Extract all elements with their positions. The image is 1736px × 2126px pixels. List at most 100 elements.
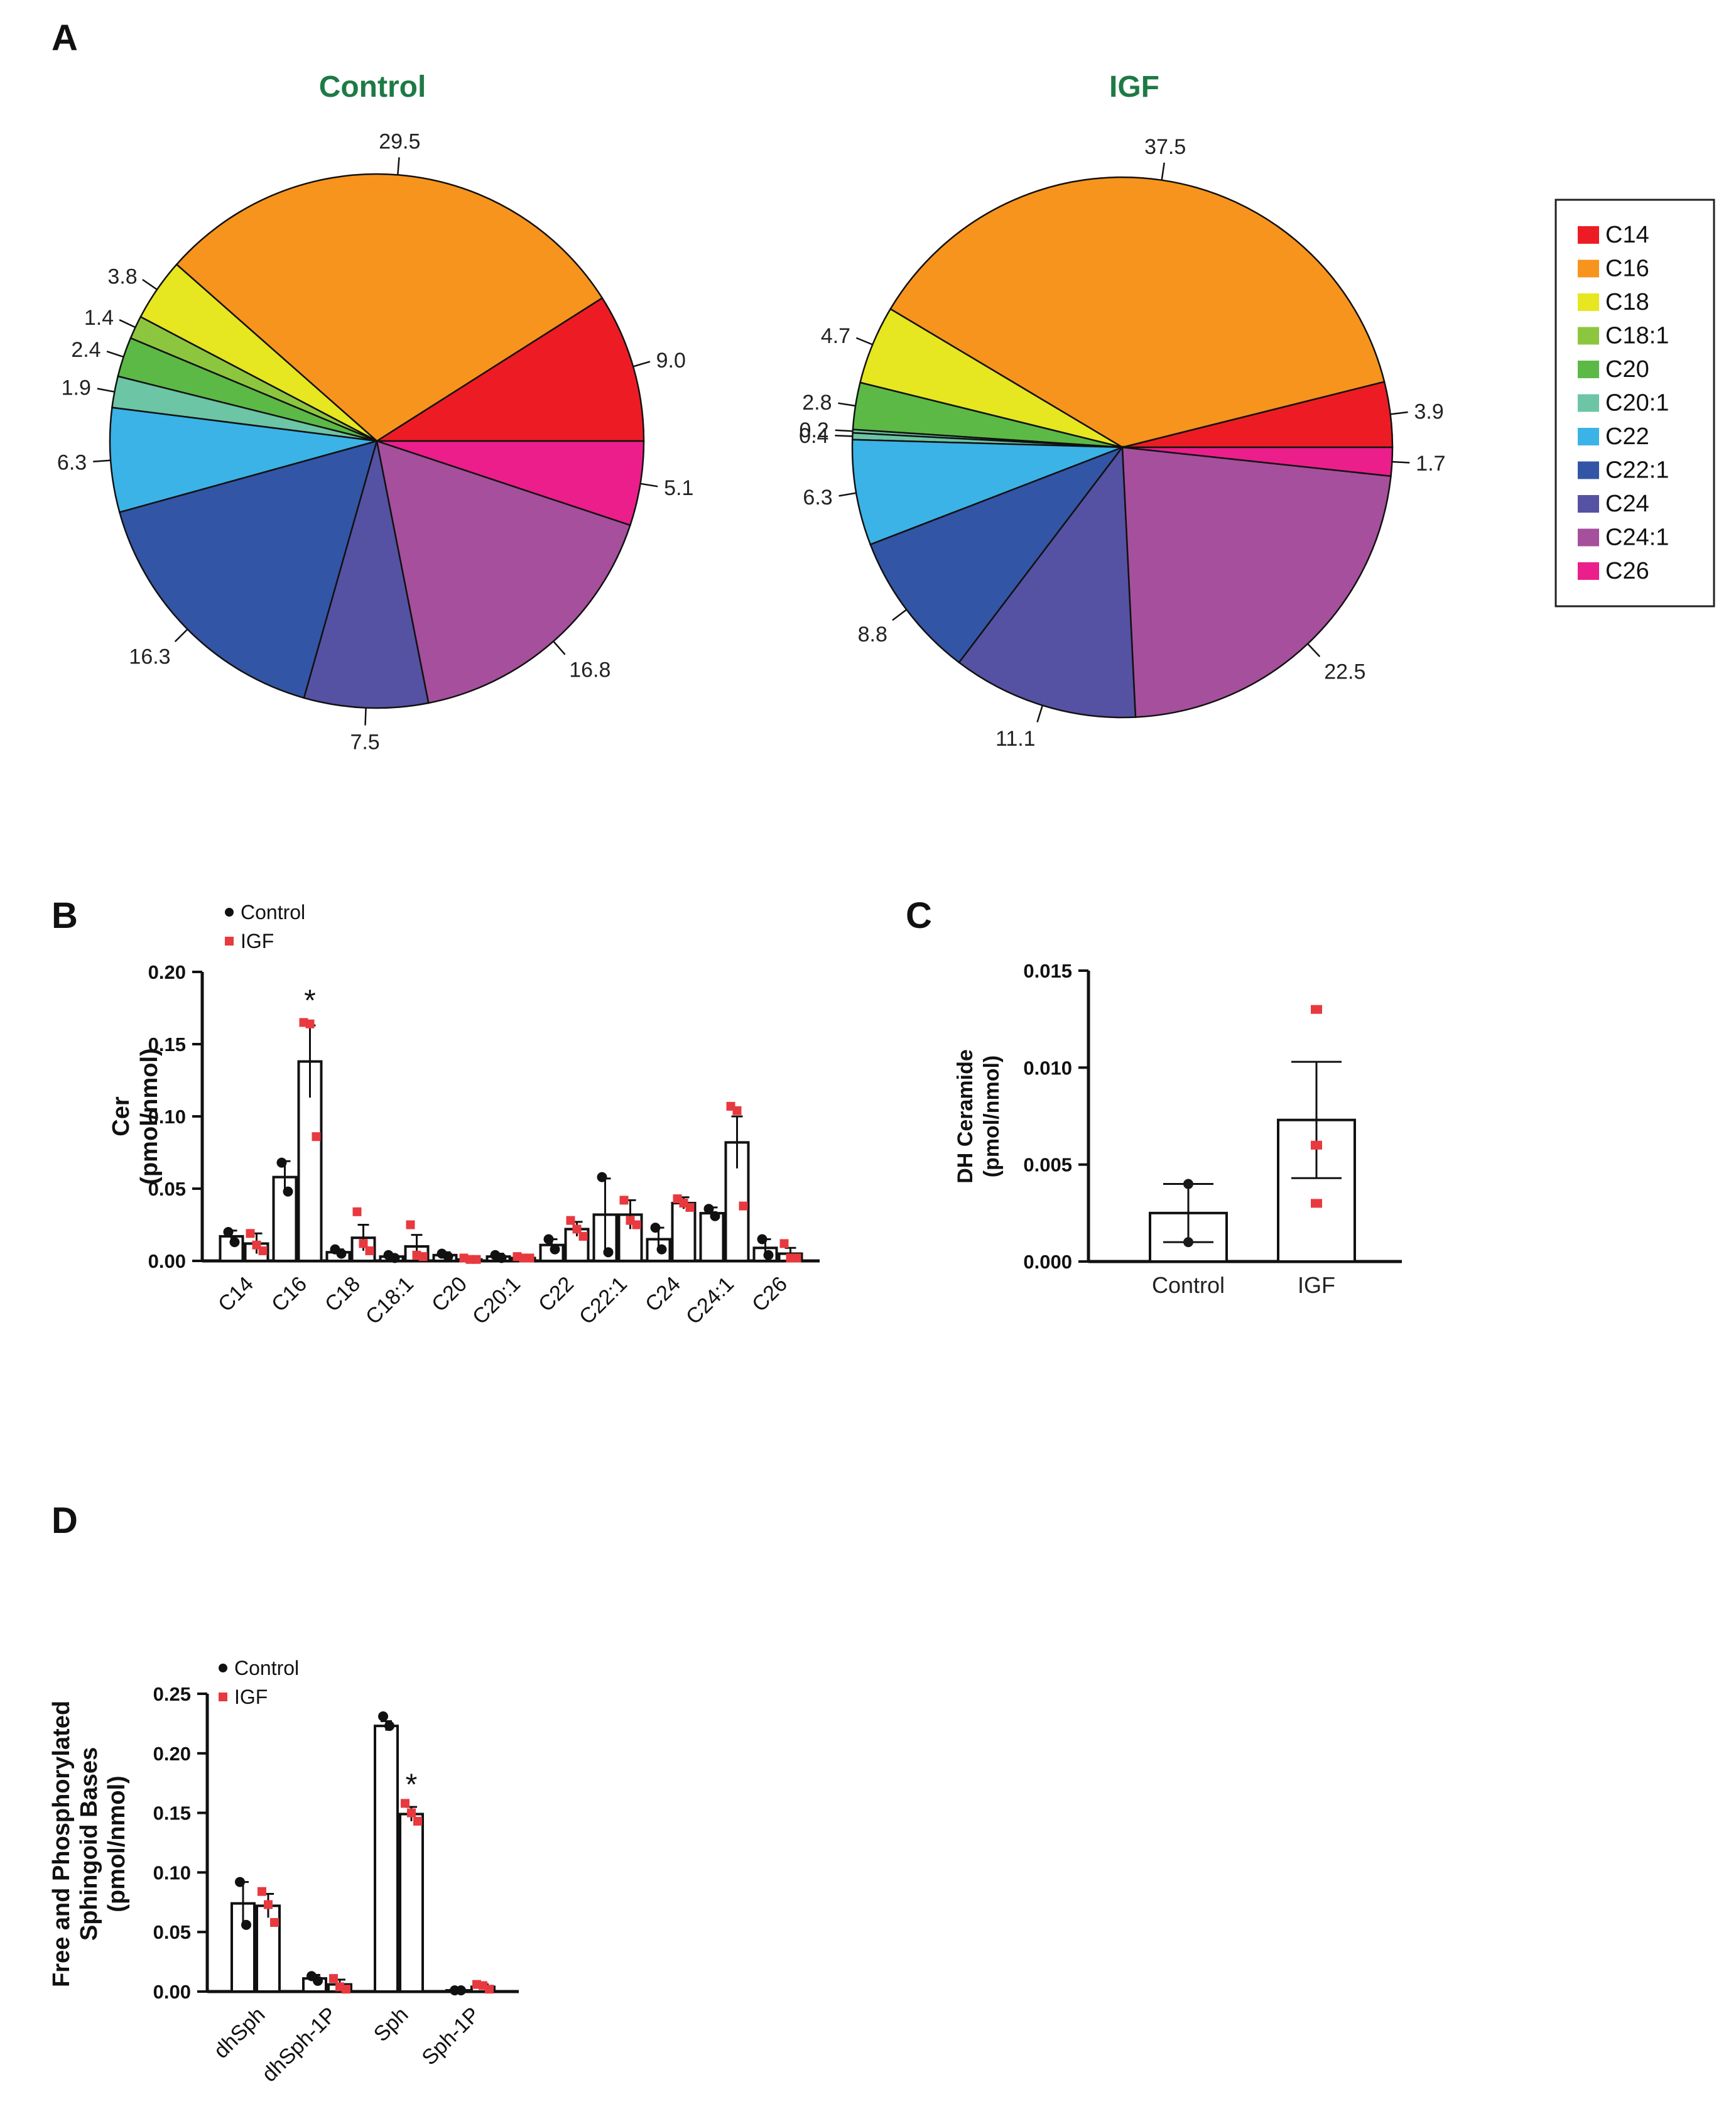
- pie-value-label: 2.4: [71, 338, 100, 362]
- pie-leader-line: [174, 628, 188, 643]
- bar-control-sph: [374, 1725, 399, 1993]
- x-tick-label: C20: [427, 1272, 472, 1317]
- data-point-igf: [258, 1246, 268, 1255]
- data-point-control: [603, 1247, 614, 1258]
- legend-swatch-C20-1: [1578, 394, 1599, 412]
- pie-slice-C26: [1122, 446, 1394, 477]
- legend-swatch-C26: [1578, 562, 1599, 580]
- y-tick-label: 0.20: [148, 961, 186, 983]
- pie-value-label: 1.9: [62, 376, 91, 400]
- x-tick-label: C22:1: [575, 1272, 632, 1329]
- data-point-igf: [1311, 1140, 1322, 1150]
- pie-value-label: 3.8: [107, 264, 137, 288]
- pie-leader-line: [1390, 411, 1408, 415]
- pie-leader-line: [835, 429, 853, 432]
- y-tick-label: 0.05: [148, 1178, 186, 1200]
- pie-leader-line: [1161, 162, 1165, 180]
- data-point-igf: [258, 1887, 266, 1896]
- x-tick-label: C14: [214, 1272, 258, 1317]
- pie-leader-line: [397, 157, 400, 175]
- data-point-control: [763, 1250, 774, 1260]
- pie-leader-line: [142, 278, 158, 290]
- legend-swatch-C16: [1578, 259, 1599, 278]
- y-axis-title: Free and Phosphorylated: [48, 1701, 75, 1987]
- x-tick-label: C26: [747, 1272, 792, 1317]
- pie-slice-C24-1: [376, 440, 631, 704]
- y-axis-title: Cer: [108, 1096, 134, 1137]
- data-point-control: [550, 1244, 560, 1255]
- data-point-control: [543, 1234, 554, 1245]
- legend-label: C14: [1605, 222, 1649, 248]
- x-tick-label: C18:1: [361, 1272, 418, 1329]
- data-point-control: [703, 1204, 714, 1214]
- y-axis-title: DH Ceramide: [953, 1049, 977, 1184]
- data-point-control: [241, 1919, 251, 1930]
- data-point-control: [496, 1253, 507, 1263]
- legend-label: C18:1: [1605, 323, 1669, 349]
- data-point-igf: [264, 1900, 273, 1909]
- pie-chart-control: 9.0 29.5 3.8 1.4 2.4 1.9 6.3 16.3 7.5 16.8 5.1: [57, 129, 693, 754]
- data-point-control: [710, 1211, 720, 1221]
- x-tick-label: C22: [534, 1272, 578, 1317]
- pie-slice-C16: [889, 176, 1386, 449]
- data-point-igf: [312, 1132, 321, 1142]
- panel-label-c: C: [906, 895, 932, 936]
- data-point-igf: [525, 1253, 534, 1263]
- data-point-igf: [578, 1231, 588, 1241]
- legend-box: C14 C16 C18 C18:1 C20 C20:1 C22 C22:1 C24 C24:1 C2…: [1554, 199, 1715, 608]
- data-point-igf: [342, 1985, 350, 1994]
- data-point-igf: [418, 1252, 428, 1262]
- data-point-control: [276, 1157, 287, 1168]
- data-point-igf: [779, 1239, 789, 1248]
- y-axis-title: (pmol/nmol): [136, 1048, 163, 1184]
- legend-label-control: Control: [234, 1657, 299, 1679]
- pie-value-label: 0.4: [799, 424, 828, 448]
- y-tick-label: 0.20: [153, 1743, 191, 1765]
- pie-value-label: 1.4: [84, 306, 114, 330]
- x-tick-label: C24:1: [681, 1272, 739, 1329]
- pie-slice-C24-1: [1121, 446, 1392, 718]
- bar-chart-dh-ceramide: 0.000 0.005 0.010 0.015 Control IGF DH Ceramid…: [953, 960, 1402, 1298]
- pie-leader-line: [855, 337, 873, 346]
- legend-swatch-C14: [1578, 226, 1599, 244]
- x-tick-label: Control: [1152, 1272, 1225, 1298]
- data-point-igf: [305, 1019, 315, 1028]
- data-point-control: [1183, 1237, 1193, 1248]
- panel-label-b: B: [52, 895, 78, 936]
- data-point-igf: [270, 1918, 279, 1927]
- data-point-igf: [407, 1808, 416, 1818]
- pie-chart-igf: 3.9 37.5 4.7 2.8 0.20.4 6.3 8.8 11.1 22.5 1.7: [799, 135, 1445, 751]
- data-point-igf: [365, 1246, 374, 1255]
- pie-slice-C22: [109, 406, 377, 513]
- pie-value-label: 6.3: [803, 486, 832, 510]
- legend-label-control: Control: [241, 901, 305, 924]
- legend-marker-control: [225, 908, 234, 917]
- panel-label-d: D: [52, 1500, 78, 1541]
- pie-value-label: 5.1: [664, 476, 693, 500]
- y-axis-title: (pmol/nmol): [104, 1775, 130, 1912]
- legend-swatch-C18-1: [1578, 327, 1599, 345]
- pie-value-label: 3.9: [1414, 400, 1444, 424]
- y-axis-title: (pmol/nmol): [980, 1055, 1004, 1178]
- pie-value-label: 37.5: [1144, 135, 1186, 159]
- legend-label: C22: [1605, 423, 1649, 450]
- data-point-igf: [1311, 1199, 1322, 1208]
- data-point-control: [757, 1234, 768, 1245]
- legend-swatch-C22-1: [1578, 461, 1599, 479]
- y-tick-label: 0.00: [148, 1250, 186, 1272]
- y-tick-label: 0.005: [1023, 1154, 1072, 1176]
- data-point-control: [336, 1248, 347, 1259]
- pie-slice-C22-1: [869, 445, 1125, 664]
- y-tick-label: 0.05: [153, 1921, 191, 1943]
- pie-value-label: 22.5: [1324, 660, 1365, 684]
- pie-value-label: 9.0: [656, 349, 686, 373]
- data-point-igf: [359, 1239, 368, 1248]
- legend-swatch-C22: [1578, 428, 1599, 445]
- pie-value-label: 4.7: [821, 324, 850, 348]
- pie-slice-C24: [958, 445, 1137, 719]
- pie-leader-line: [892, 609, 908, 621]
- legend-marker-igf: [225, 937, 234, 946]
- significance-asterisk: *: [406, 1768, 418, 1801]
- y-tick-label: 0.10: [148, 1106, 186, 1128]
